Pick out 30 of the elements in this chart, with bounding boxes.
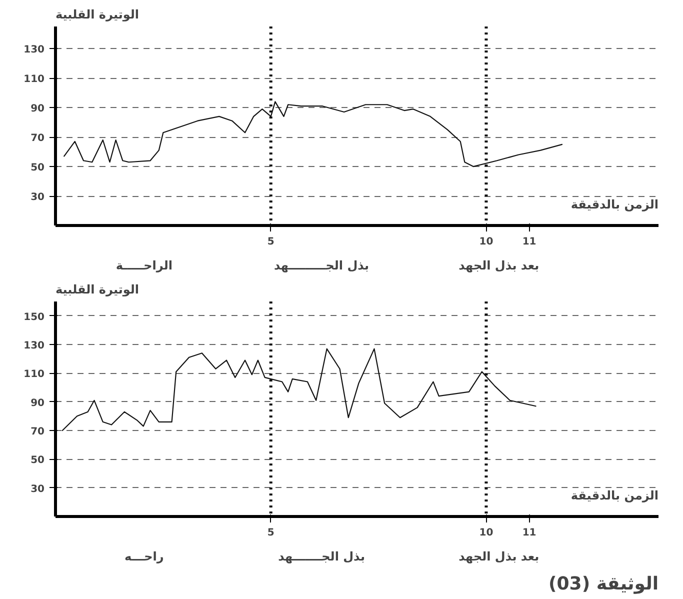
- y-tick-label: 130: [24, 340, 45, 352]
- y-tick-label: 70: [30, 133, 45, 144]
- text: بعد بذل الجهد: [458, 550, 540, 564]
- x-tick-label: 11: [522, 236, 536, 248]
- y-axis-title: الوتيرة القلبية: [56, 282, 140, 296]
- x-axis-title: الزمن بالدقيقة: [570, 198, 658, 212]
- y-tick-label: 30: [30, 192, 45, 204]
- text: بعد بذل الجهد: [458, 258, 540, 272]
- x-tick-label: 10: [479, 236, 494, 248]
- y-tick-label: 30: [30, 484, 45, 495]
- x-tick-label: 5: [267, 236, 274, 248]
- y-axis-title: الوتيرة القلبية: [56, 8, 140, 22]
- x-tick-label: 11: [522, 528, 536, 538]
- x-tick-label: 5: [267, 528, 274, 538]
- y-tick-label: 90: [30, 104, 45, 115]
- x-tick-label: 10: [479, 528, 494, 538]
- text: بذل الجـــــــــهد: [274, 258, 370, 272]
- y-tick-label: 130: [24, 44, 45, 56]
- text: بذل الجـــــــهد: [278, 550, 365, 564]
- y-tick-label: 90: [30, 398, 45, 409]
- y-tick-label: 50: [30, 162, 45, 174]
- text: الراحـــــة: [116, 258, 172, 272]
- text: راحـــه: [124, 550, 164, 564]
- text: الوثيقة (03): [548, 574, 659, 594]
- y-tick-label: 70: [30, 426, 45, 438]
- y-tick-label: 150: [24, 312, 45, 323]
- x-axis-title: الزمن بالدقيقة: [570, 488, 658, 502]
- y-tick-label: 50: [30, 455, 45, 466]
- y-tick-label: 110: [24, 74, 45, 86]
- y-tick-label: 110: [24, 369, 45, 380]
